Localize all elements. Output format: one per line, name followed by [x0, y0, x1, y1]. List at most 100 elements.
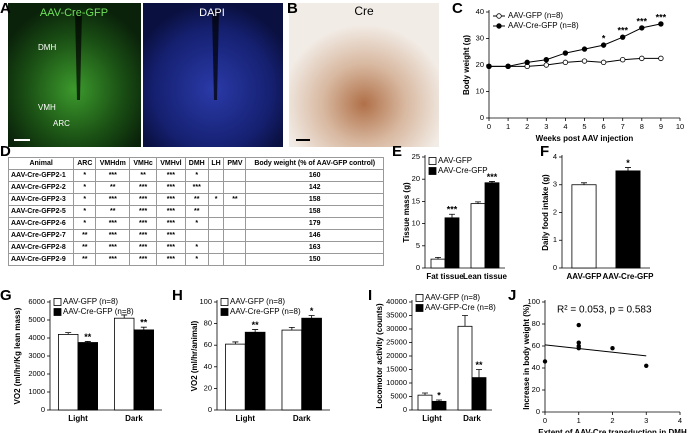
- error-bar: [308, 315, 315, 319]
- y-tick-label: 20: [204, 383, 212, 392]
- bar: [225, 343, 246, 411]
- table-row: AAV-Cre-GFP2-3 * *** *** *** ** * ** 158: [7, 193, 384, 206]
- y-tick-label: 60: [204, 340, 212, 349]
- y-tick-label: 20: [532, 385, 540, 394]
- table-cell: ***: [95, 193, 131, 206]
- x-tick-label: 4: [678, 416, 682, 425]
- y-tick-label: 3000: [28, 351, 45, 360]
- region-label: VMH: [38, 103, 56, 112]
- point: [610, 346, 615, 351]
- table-cell: [207, 205, 225, 218]
- y-tick-label: 10: [476, 86, 484, 95]
- bar: [77, 342, 99, 411]
- panel-label: B: [287, 0, 298, 17]
- x-tick-label: 4: [563, 122, 567, 131]
- legend-swatch: [220, 298, 229, 306]
- table-cell: *: [73, 169, 97, 182]
- error-bar: [476, 369, 482, 378]
- error-bar: [462, 315, 468, 327]
- table-row: AAV-Cre-GFP2-7 ** *** *** *** 146: [7, 229, 384, 242]
- table-row: AAV-Cre-GFP2-9 ** *** *** *** * 150: [7, 253, 384, 266]
- y-axis-label: VO2 (ml/hr/animal): [190, 320, 199, 391]
- legend-label: AAV-Cre-GFP (n=8): [230, 307, 301, 316]
- significance: **: [140, 318, 148, 328]
- y-tick-label: 0: [41, 405, 45, 414]
- legend-swatch: [428, 157, 437, 165]
- legend-label: AAV-GFP: [438, 156, 472, 165]
- header-cell: Animal: [7, 157, 75, 170]
- x-tick-label: AAV-Cre-GFP: [603, 272, 655, 281]
- y-tick-label: 1: [553, 235, 557, 244]
- y-tick-label: 5: [416, 241, 420, 250]
- y-tick-label: 25: [412, 152, 420, 161]
- point: [542, 359, 548, 364]
- table-cell: ***: [129, 217, 157, 230]
- table-cell: [184, 229, 209, 242]
- error-bar: [252, 329, 259, 333]
- x-tick-label: 8: [640, 122, 644, 131]
- marker: [581, 58, 588, 64]
- marker: [600, 42, 607, 48]
- legend-marker: [496, 13, 502, 19]
- table-cell: AAV-Cre-GFP2-8: [7, 241, 75, 254]
- table-cell: **: [73, 253, 97, 266]
- y-tick-label: 80: [204, 319, 212, 328]
- table-cell: ***: [129, 181, 157, 194]
- y-tick-label: 40: [532, 363, 540, 372]
- table-cell: AAV-Cre-GFP2-7: [7, 229, 75, 242]
- x-tick-label: Light: [422, 414, 442, 423]
- table-cell: [207, 229, 225, 242]
- y-tick-label: 15000: [386, 364, 407, 373]
- y-tick-label: 0: [403, 405, 407, 414]
- region-label: DMH: [38, 43, 56, 52]
- panel-label: F: [540, 143, 549, 160]
- marker: [543, 62, 549, 68]
- table-cell: ***: [95, 169, 131, 182]
- line: [489, 23, 662, 67]
- header-row: Animal ARC VMHdm VMHc VMHvl DMH LH PMV Body weig…: [7, 157, 384, 170]
- bar: [571, 184, 597, 269]
- table-cell: 150: [245, 253, 384, 266]
- significance: ***: [637, 16, 648, 26]
- legend-label: AAV-GFP (n=8): [425, 293, 480, 302]
- significance: ***: [617, 26, 628, 36]
- table-cell: ***: [95, 241, 131, 254]
- error-bar: [288, 326, 295, 331]
- legend-swatch: [53, 308, 62, 316]
- table-cell: *: [207, 193, 225, 206]
- error-bar: [84, 341, 91, 343]
- bar: [615, 170, 641, 269]
- table-cell: [207, 241, 225, 254]
- bar: [484, 182, 500, 269]
- table-cell: ***: [155, 205, 186, 218]
- significance: *: [626, 158, 630, 168]
- gfp-image: [8, 3, 141, 147]
- image-title: AAV-Cre-GFP: [40, 7, 108, 19]
- ventricle: [212, 10, 219, 100]
- bar: [471, 377, 487, 411]
- table-cell: [223, 205, 247, 218]
- y-tick-label: 20000: [386, 351, 407, 360]
- x-tick-label: 3: [544, 122, 548, 131]
- table-row: AAV-Cre-GFP2-2 * ** *** *** *** 142: [7, 181, 384, 194]
- table-cell: [223, 241, 247, 254]
- bar: [417, 394, 433, 411]
- panel-label: H: [172, 287, 183, 304]
- y-axis-label: Increase in body weight (%): [522, 304, 531, 410]
- y-tick-label: 0: [536, 407, 540, 416]
- y-tick-label: 5000: [390, 391, 407, 400]
- panel-label: C: [452, 0, 463, 17]
- table-cell: *: [184, 169, 209, 182]
- x-tick-label: 2: [525, 122, 529, 131]
- point: [576, 340, 581, 345]
- bar: [301, 317, 322, 411]
- table-cell: [223, 181, 247, 194]
- significance: **: [252, 320, 260, 330]
- table-row: AAV-Cre-GFP2-5 * ** *** *** ** 158: [7, 205, 384, 218]
- x-tick-label: 2: [610, 416, 614, 425]
- y-tick-label: 20: [476, 60, 484, 69]
- x-tick-label: Light: [68, 414, 88, 423]
- image-title: Cre: [354, 4, 374, 18]
- header-cell: PMV: [223, 157, 247, 170]
